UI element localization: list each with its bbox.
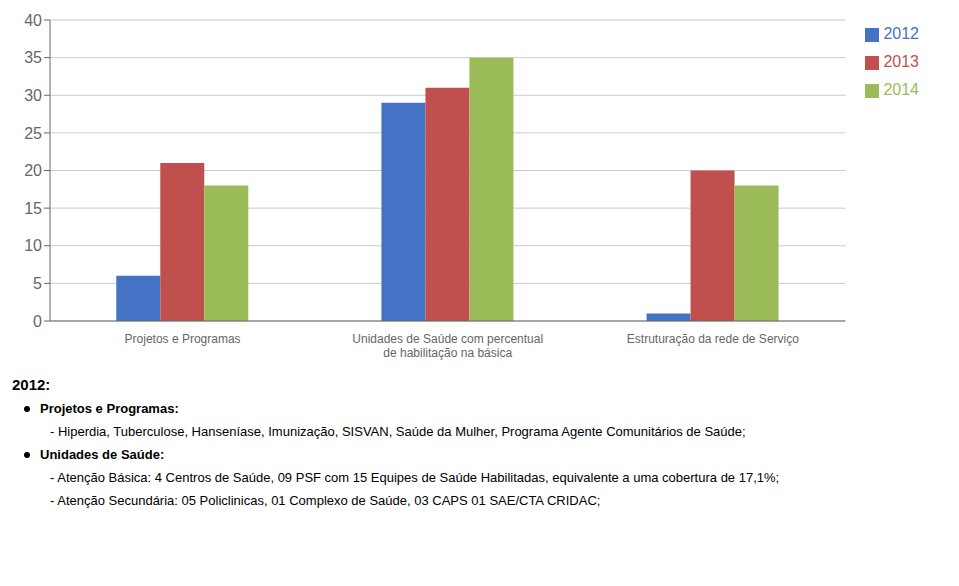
svg-text:40: 40 xyxy=(24,12,42,29)
svg-text:15: 15 xyxy=(24,200,42,217)
svg-text:35: 35 xyxy=(24,49,42,66)
html-text:Unidades de Saúde:: Unidades de Saúde: xyxy=(40,447,165,462)
html-text:Projetos e Programas:: Projetos e Programas: xyxy=(40,401,179,416)
svg-text:10: 10 xyxy=(24,237,42,254)
svg-text:30: 30 xyxy=(24,87,42,104)
svg-text:25: 25 xyxy=(24,125,42,142)
svg-text:Projetos e Programas: Projetos e Programas xyxy=(125,332,241,346)
svg-text:0: 0 xyxy=(33,313,42,330)
svg-text:Unidades de Saúde com percentu: Unidades de Saúde com percentualde habil… xyxy=(352,332,543,360)
html-text:2012:: 2012: xyxy=(12,376,51,393)
svg-text:Estruturação da rede de Serviç: Estruturação da rede de Serviço xyxy=(627,332,799,346)
html-text:2014: 2014 xyxy=(883,81,919,98)
html-text:2012: 2012 xyxy=(883,25,919,42)
html-text:- Atenção Básica: 4 Centros de: - Atenção Básica: 4 Centros de Saúde, 09… xyxy=(50,470,780,485)
html-text:- Hiperdia, Tuberculose, Hanse: - Hiperdia, Tuberculose, Hanseníase, Imu… xyxy=(50,424,746,439)
html-text:2013: 2013 xyxy=(883,53,919,70)
svg-text:20: 20 xyxy=(24,162,42,179)
html-text:- Atenção Secundária: 05 Polic: - Atenção Secundária: 05 Policlinicas, 0… xyxy=(50,493,601,508)
svg-text:5: 5 xyxy=(33,275,42,292)
